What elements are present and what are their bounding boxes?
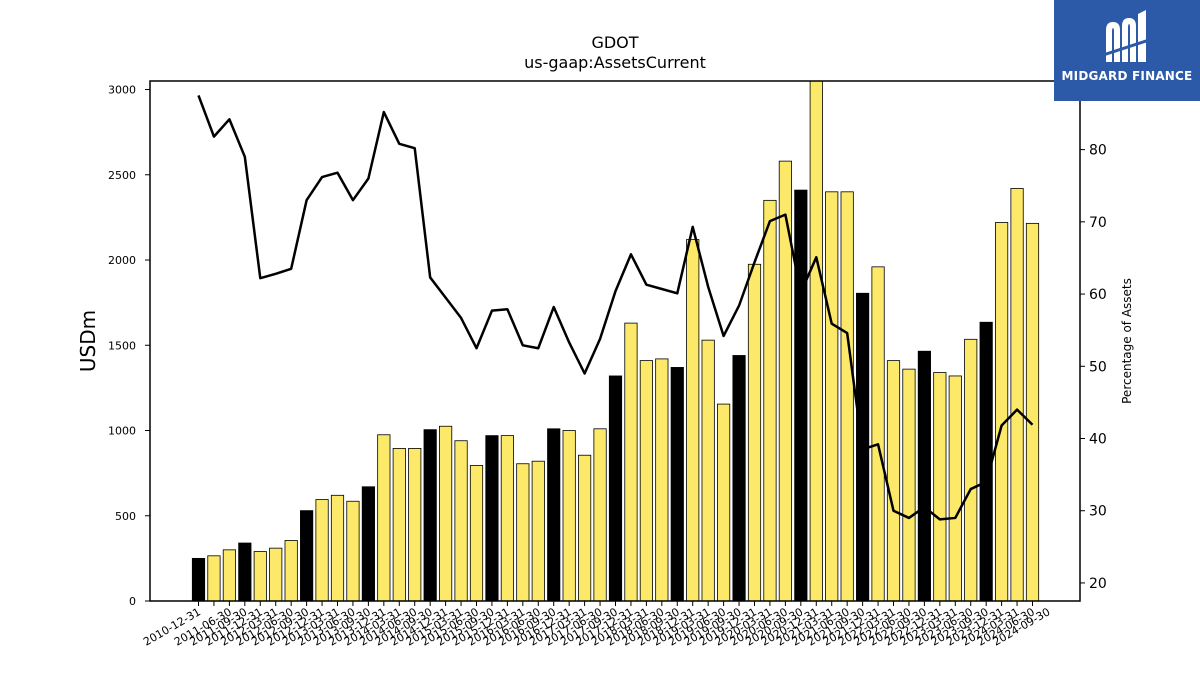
bars xyxy=(191,80,1040,602)
bar xyxy=(948,375,962,602)
bar xyxy=(361,486,375,602)
bar xyxy=(454,440,468,602)
y2-axis-label: Percentage of Assets xyxy=(1120,278,1134,404)
percentage-line-layer xyxy=(197,95,1034,521)
y-tick-label: 2000 xyxy=(108,254,136,267)
logo-mark-icon xyxy=(1104,10,1148,62)
bar xyxy=(284,540,298,602)
bar xyxy=(253,551,267,602)
bar xyxy=(300,510,314,602)
y-tick-label: 0 xyxy=(129,595,136,608)
y2-tick-label: 70 xyxy=(1089,215,1107,231)
bar xyxy=(639,360,653,602)
bar xyxy=(578,454,592,602)
bar xyxy=(439,425,453,602)
logo-text: MIDGARD FINANCE xyxy=(1061,69,1193,83)
bar xyxy=(207,555,221,602)
y-axis-right: 20 30 40 50 60 70 80 xyxy=(1080,143,1107,592)
y2-tick-label: 80 xyxy=(1089,143,1107,159)
bar xyxy=(902,368,916,602)
bar xyxy=(392,448,406,602)
bar xyxy=(238,542,252,602)
bar xyxy=(1010,188,1024,602)
bar xyxy=(191,557,206,602)
bar xyxy=(516,463,530,602)
y-axis-left: 0 500 1000 1500 2000 2500 3000 xyxy=(108,84,150,608)
bar xyxy=(871,266,885,602)
chart-title: GDOT xyxy=(591,33,638,52)
y-tick-label: 1500 xyxy=(108,339,136,352)
bar xyxy=(886,360,901,602)
bar xyxy=(686,239,700,602)
bar xyxy=(500,435,514,602)
y2-tick-label: 60 xyxy=(1089,287,1107,303)
bar xyxy=(531,460,545,602)
bar xyxy=(547,428,561,602)
bar xyxy=(469,465,484,602)
y2-tick-label: 20 xyxy=(1089,576,1107,592)
bar xyxy=(670,367,684,602)
bar xyxy=(222,549,236,602)
bar xyxy=(732,355,746,602)
y2-tick-label: 50 xyxy=(1089,359,1107,375)
bar xyxy=(593,428,607,602)
bar xyxy=(778,160,792,602)
bar xyxy=(763,199,777,602)
percentage-line xyxy=(197,95,1034,521)
bar xyxy=(608,375,623,602)
bar xyxy=(933,372,947,602)
bar xyxy=(840,191,854,602)
bar xyxy=(562,430,576,602)
bar xyxy=(330,494,345,602)
bar xyxy=(655,358,669,602)
bar xyxy=(377,434,391,602)
y-tick-label: 1000 xyxy=(108,425,136,438)
chart-subtitle: us-gaap:AssetsCurrent xyxy=(524,53,706,72)
bar xyxy=(964,338,978,602)
bar xyxy=(794,189,808,602)
bar xyxy=(408,448,422,602)
y2-tick-label: 40 xyxy=(1089,432,1107,448)
bar xyxy=(485,435,499,602)
bar xyxy=(809,80,823,602)
bar xyxy=(624,322,638,602)
bar xyxy=(747,263,762,602)
bar xyxy=(825,191,839,602)
y2-tick-label: 30 xyxy=(1089,504,1107,520)
brand-logo: MIDGARD FINANCE xyxy=(1054,0,1200,101)
bar xyxy=(995,222,1009,602)
bar xyxy=(269,547,283,602)
y-tick-label: 500 xyxy=(115,510,136,523)
bar xyxy=(346,500,360,602)
y-tick-label: 3000 xyxy=(108,84,136,97)
y-tick-label: 2500 xyxy=(108,169,136,182)
bar xyxy=(1025,222,1040,602)
y-axis-label: USDm xyxy=(76,310,100,372)
x-axis: 2010-12-312011-06-302011-09-302011-12-31… xyxy=(141,601,1052,649)
bar xyxy=(701,339,715,602)
bar xyxy=(423,429,437,602)
bar xyxy=(917,350,931,602)
bar xyxy=(315,499,329,602)
bar xyxy=(717,403,731,602)
